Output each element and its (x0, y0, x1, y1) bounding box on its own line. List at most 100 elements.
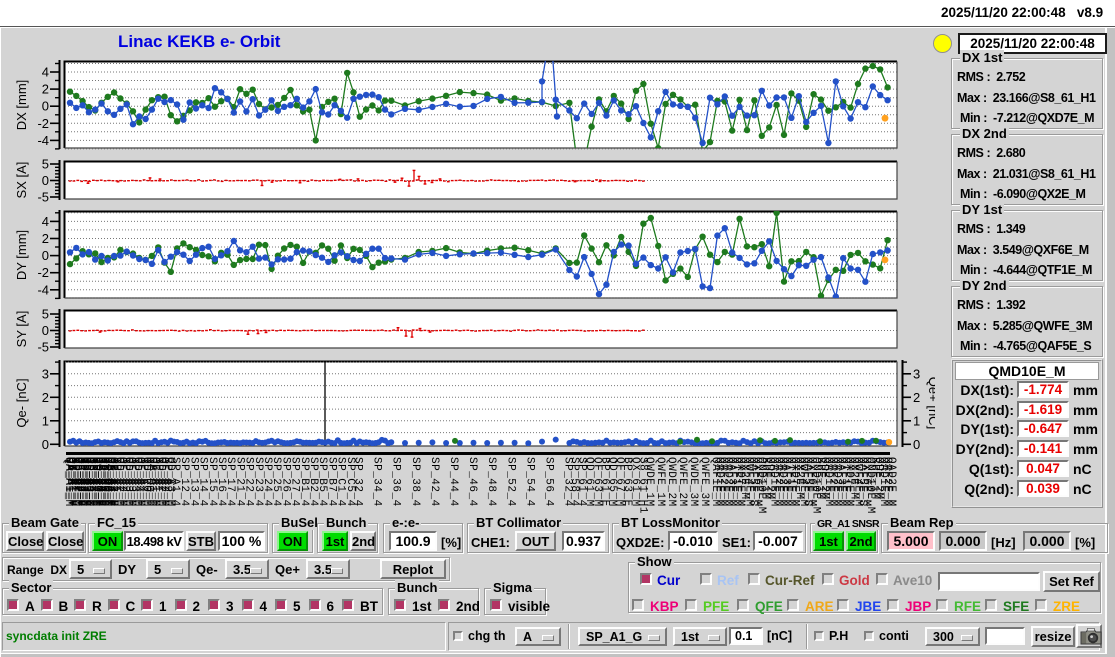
svg-text:BPE_1M: BPE_1M (814, 457, 826, 500)
svg-text:BP_A3_E: BP_A3_E (86, 457, 98, 507)
svg-text:BP_A1_E: BP_A1_E (110, 457, 122, 507)
svg-text:2: 2 (913, 390, 920, 405)
svg-text:5: 5 (42, 157, 49, 172)
svg-text:SP_38_4: SP_38_4 (409, 457, 421, 507)
svg-text:QD_R0_M: QD_R0_M (98, 457, 110, 507)
svg-text:QD_A2_M: QD_A2_M (155, 457, 167, 507)
svg-text:QB_A1_M: QB_A1_M (98, 457, 110, 507)
svg-text:QX_61_M: QX_61_M (629, 457, 641, 507)
svg-text:SX [A]: SX [A] (14, 162, 29, 199)
svg-text:QMD10E_M: QMD10E_M (755, 457, 767, 514)
svg-text:0: 0 (42, 99, 49, 114)
svg-text:QA_A1_M: QA_A1_M (64, 457, 76, 507)
svg-text:QD_A4_M: QD_A4_M (89, 457, 101, 507)
svg-text:SP_42_4: SP_42_4 (428, 457, 440, 507)
svg-text:QAF3E_M: QAF3E_M (726, 457, 738, 507)
svg-text:0: 0 (42, 248, 49, 263)
svg-text:QWFE_1M: QWFE_1M (654, 457, 666, 507)
svg-text:1: 1 (913, 413, 920, 428)
svg-text:BP_A1_E: BP_A1_E (68, 457, 80, 507)
svg-text:QF_R0_M: QF_R0_M (101, 457, 113, 507)
svg-text:QAF3E_M: QAF3E_M (835, 457, 847, 507)
svg-text:-2: -2 (37, 116, 49, 131)
svg-text:QF_A4_M: QF_A4_M (134, 457, 146, 507)
svg-text:SP_32_4: SP_32_4 (352, 457, 364, 507)
svg-text:SP_C1_4: SP_C1_4 (335, 457, 347, 507)
svg-text:BP_A2_E: BP_A2_E (107, 457, 119, 507)
svg-text:QB_A1_M: QB_A1_M (149, 457, 161, 507)
svg-text:SP_27_4: SP_27_4 (289, 457, 301, 507)
svg-text:SP_26_4: SP_26_4 (279, 457, 291, 507)
svg-text:SP_32_4: SP_32_4 (562, 457, 574, 507)
svg-text:QD_A2_M: QD_A2_M (113, 457, 125, 507)
svg-text:2: 2 (42, 82, 49, 97)
svg-text:DX [mm]: DX [mm] (14, 80, 29, 131)
svg-text:QTF1E_M: QTF1E_M (730, 457, 742, 507)
svg-text:SP_52_4: SP_52_4 (504, 457, 516, 507)
svg-text:3: 3 (913, 366, 920, 381)
svg-text:SP_58_4: SP_58_4 (568, 457, 580, 507)
svg-text:SP_B2_4: SP_B2_4 (307, 457, 319, 507)
svg-text:SP_46_4: SP_46_4 (466, 457, 478, 507)
svg-text:QAF2E_M: QAF2E_M (881, 457, 893, 507)
svg-text:-4: -4 (37, 282, 49, 297)
svg-text:QD_A3_M: QD_A3_M (77, 457, 89, 507)
svg-text:SP_56_4: SP_56_4 (543, 457, 555, 507)
svg-text:QD_A2_M: QD_A2_M (71, 457, 83, 507)
svg-text:SP_34_4: SP_34_4 (371, 457, 383, 507)
svg-text:QAF5E_S: QAF5E_S (856, 457, 868, 507)
svg-text:QAF5E_S: QAF5E_S (747, 457, 759, 507)
svg-text:-5: -5 (37, 190, 49, 205)
svg-text:QD_R0_M: QD_R0_M (140, 457, 152, 507)
svg-text:QAF3E_M: QAF3E_M (780, 457, 792, 507)
svg-text:SP_17_4: SP_17_4 (224, 457, 236, 507)
svg-text:QWFE_2M: QWFE_2M (676, 457, 688, 507)
svg-text:SP_13_4: SP_13_4 (187, 457, 199, 507)
svg-text:SP_B5_4: SP_B5_4 (316, 457, 328, 507)
svg-text:SP_A1_4: SP_A1_4 (169, 457, 181, 507)
svg-text:2: 2 (42, 231, 49, 246)
svg-text:QAD1E_M: QAD1E_M (822, 457, 834, 507)
svg-text:QTF1E_M: QTF1E_M (839, 457, 851, 507)
svg-text:QDE_2M: QDE_2M (873, 457, 885, 500)
svg-text:QAF2E_M: QAF2E_M (826, 457, 838, 507)
svg-text:QD_A4_M: QD_A4_M (84, 457, 96, 507)
svg-text:DY [mm]: DY [mm] (14, 230, 29, 280)
svg-text:QAF1E_M: QAF1E_M (709, 457, 721, 507)
svg-text:SP_23_4: SP_23_4 (252, 457, 264, 507)
svg-text:QXD7E_M: QXD7E_M (843, 457, 855, 507)
svg-text:QD_A2_M: QD_A2_M (103, 457, 115, 507)
svg-text:SP_12_4: SP_12_4 (178, 457, 190, 507)
svg-text:SP_24_4: SP_24_4 (261, 457, 273, 507)
svg-text:BPE_1M: BPE_1M (759, 457, 771, 500)
svg-text:BP_A3_E: BP_A3_E (128, 457, 140, 507)
svg-text:Qe- [nC]: Qe- [nC] (14, 378, 29, 427)
svg-text:SY [A]: SY [A] (14, 311, 29, 348)
svg-text:SP_36_4: SP_36_4 (390, 457, 402, 507)
svg-text:4: 4 (42, 214, 49, 229)
svg-text:SP_14_4: SP_14_4 (197, 457, 209, 507)
svg-text:S8_61_H1: S8_61_H1 (636, 457, 648, 514)
svg-text:QAD2E_M: QAD2E_M (885, 457, 897, 507)
svg-text:QF_A2_M: QF_A2_M (158, 457, 170, 507)
svg-text:QD_A3_M: QD_A3_M (80, 457, 92, 507)
svg-text:QDE_2M: QDE_2M (818, 457, 830, 500)
svg-text:QF_A3_M: QF_A3_M (80, 457, 92, 507)
svg-text:BP_61_E: BP_61_E (598, 457, 610, 507)
svg-text:QAD1E_M: QAD1E_M (768, 457, 780, 507)
svg-text:QWDE_2M: QWDE_2M (665, 457, 677, 507)
svg-text:QD_61_M: QD_61_M (583, 457, 595, 507)
svg-text:QF_63_M: QF_63_M (591, 457, 603, 507)
svg-text:QXF6E_M: QXF6E_M (860, 457, 872, 507)
svg-text:BP_A2_E: BP_A2_E (75, 457, 87, 507)
svg-text:QTF1E_M: QTF1E_M (784, 457, 796, 507)
svg-text:BP_A2_E: BP_A2_E (119, 457, 131, 507)
svg-text:SP_44_4: SP_44_4 (447, 457, 459, 507)
svg-text:BP_63_E: BP_63_E (621, 457, 633, 507)
svg-text:QF_A3_M: QF_A3_M (83, 457, 95, 507)
svg-text:SP_48_4: SP_48_4 (485, 457, 497, 507)
svg-text:QA_A1_M: QA_A1_M (104, 457, 116, 507)
svg-text:QXD7E_M: QXD7E_M (734, 457, 746, 507)
svg-text:QF_67_M: QF_67_M (614, 457, 626, 507)
svg-text:QX2E_M: QX2E_M (738, 457, 750, 500)
